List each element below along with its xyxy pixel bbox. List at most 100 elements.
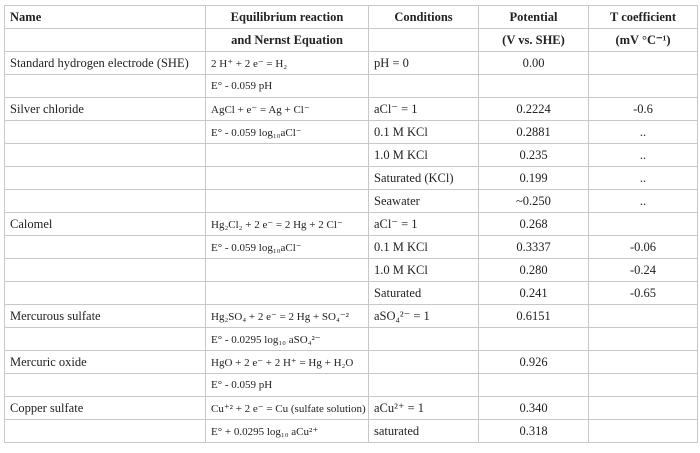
table-row: Calomel Hg₂Cl₂ + 2 e⁻ = 2 Hg + 2 Cl⁻ aCl⁻ … — [4, 212, 698, 236]
table-cell: Copper sulfate — [4, 396, 206, 420]
table-cell: Standard hydrogen electrode (SHE) — [4, 51, 206, 75]
table-row: 1.0 M KCl 0.280 -0.24 — [4, 258, 698, 282]
table-cell: Hg₂SO₄ + 2 e⁻ = 2 Hg + SO₄⁻² — [205, 304, 369, 328]
table-cell — [4, 120, 206, 144]
table-cell — [4, 143, 206, 167]
table-cell: 0.1 M KCl — [368, 120, 479, 144]
table-cell: saturated — [368, 419, 479, 443]
table-row: Silver chloride AgCl + e⁻ = Ag + Cl⁻ aCl⁻ … — [4, 97, 698, 121]
table-cell: 0.3337 — [478, 235, 589, 259]
table-cell — [478, 327, 589, 351]
table-cell — [4, 28, 206, 52]
table-cell: HgO + 2 e⁻ + 2 H⁺ = Hg + H₂O — [205, 350, 369, 374]
table-cell: 0.340 — [478, 396, 589, 420]
table-cell — [588, 327, 698, 351]
table-cell: 0.1 M KCl — [368, 235, 479, 259]
table-cell: 0.6151 — [478, 304, 589, 328]
table-cell — [4, 281, 206, 305]
electrode-table: Name Equilibrium reaction Conditions Potent… — [4, 5, 698, 443]
table-cell: Potential — [478, 5, 589, 29]
table-cell — [368, 327, 479, 351]
table-row: Saturated (KCl) 0.199.. — [4, 166, 698, 190]
table-cell: Saturated — [368, 281, 479, 305]
table-cell: -0.24 — [588, 258, 698, 282]
table-cell — [368, 28, 479, 52]
table-cell: E° + 0.0295 log₁₀ aCu²⁺ — [205, 419, 369, 443]
table-row: Seawater ~0.250.. — [4, 189, 698, 213]
table-cell — [4, 235, 206, 259]
table-cell: -0.6 — [588, 97, 698, 121]
table-header: Name Equilibrium reaction Conditions Potent… — [4, 5, 698, 52]
table-cell — [205, 258, 369, 282]
table-cell: E° - 0.059 log₁₀aCl⁻ — [205, 235, 369, 259]
table-cell: .. — [588, 189, 698, 213]
table-row: E° - 0.059 pH — [4, 74, 698, 98]
table-cell: 0.2881 — [478, 120, 589, 144]
table-row: Saturated 0.241 -0.65 — [4, 281, 698, 305]
table-row: 1.0 M KCl 0.235.. — [4, 143, 698, 167]
table-cell: .. — [588, 143, 698, 167]
table-cell: 0.199 — [478, 166, 589, 190]
table-cell: .. — [588, 166, 698, 190]
table-row: Standard hydrogen electrode (SHE) 2 H⁺ + … — [4, 51, 698, 75]
table-cell: Calomel — [4, 212, 206, 236]
table-cell: 0.235 — [478, 143, 589, 167]
table-cell: 0.241 — [478, 281, 589, 305]
table-cell — [368, 373, 479, 397]
table-cell: Name — [4, 5, 206, 29]
table-cell — [205, 189, 369, 213]
table-cell — [368, 74, 479, 98]
table-cell — [205, 166, 369, 190]
table-cell: and Nernst Equation — [205, 28, 369, 52]
table-cell: Cu⁺² + 2 e⁻ = Cu (sulfate solution) — [205, 396, 369, 420]
table-cell: 0.926 — [478, 350, 589, 374]
table-cell: (mV °C⁻¹) — [588, 28, 698, 52]
table-cell — [588, 74, 698, 98]
table-cell: Mercurous sulfate — [4, 304, 206, 328]
table-cell: E° - 0.059 pH — [205, 373, 369, 397]
table-cell — [4, 419, 206, 443]
table-cell: 0.280 — [478, 258, 589, 282]
table-cell: -0.06 — [588, 235, 698, 259]
table-cell — [478, 74, 589, 98]
table-row: E° - 0.059 log₁₀aCl⁻ 0.1 M KCl 0.2881.. — [4, 120, 698, 144]
table-cell: Seawater — [368, 189, 479, 213]
table-cell: 1.0 M KCl — [368, 258, 479, 282]
table-cell: 0.2224 — [478, 97, 589, 121]
table-cell: 0.318 — [478, 419, 589, 443]
table-cell — [205, 143, 369, 167]
header-row: Name Equilibrium reaction Conditions Potent… — [4, 5, 698, 29]
table-body: Standard hydrogen electrode (SHE) 2 H⁺ + … — [4, 51, 698, 443]
table-row: E° - 0.059 pH — [4, 373, 698, 397]
table-cell — [205, 281, 369, 305]
table-cell — [588, 396, 698, 420]
table-cell: 0.00 — [478, 51, 589, 75]
table-cell — [588, 51, 698, 75]
table-cell: T coefficient — [588, 5, 698, 29]
table-cell: aSO₄²⁻ = 1 — [368, 304, 479, 328]
table-cell — [368, 350, 479, 374]
table-row: E° - 0.059 log₁₀aCl⁻ 0.1 M KCl 0.3337 -0.06 — [4, 235, 698, 259]
table-cell: aCl⁻ = 1 — [368, 97, 479, 121]
table-cell — [4, 258, 206, 282]
table-cell: (V vs. SHE) — [478, 28, 589, 52]
table-cell — [588, 373, 698, 397]
table-cell: aCl⁻ = 1 — [368, 212, 479, 236]
table-row: Mercuric oxide HgO + 2 e⁻ + 2 H⁺ = Hg + H… — [4, 350, 698, 374]
table-cell: pH = 0 — [368, 51, 479, 75]
table-cell: Silver chloride — [4, 97, 206, 121]
table-cell: ~0.250 — [478, 189, 589, 213]
table-cell — [588, 419, 698, 443]
table-row: Copper sulfate Cu⁺² + 2 e⁻ = Cu (sulfate … — [4, 396, 698, 420]
table-cell: Mercuric oxide — [4, 350, 206, 374]
table-cell — [588, 304, 698, 328]
table-cell: aCu²⁺ = 1 — [368, 396, 479, 420]
table-cell: Hg₂Cl₂ + 2 e⁻ = 2 Hg + 2 Cl⁻ — [205, 212, 369, 236]
table-cell: Saturated (KCl) — [368, 166, 479, 190]
table-cell: E° - 0.059 pH — [205, 74, 369, 98]
table-cell: 1.0 M KCl — [368, 143, 479, 167]
table-cell: Equilibrium reaction — [205, 5, 369, 29]
table-cell: -0.65 — [588, 281, 698, 305]
table-cell: Conditions — [368, 5, 479, 29]
